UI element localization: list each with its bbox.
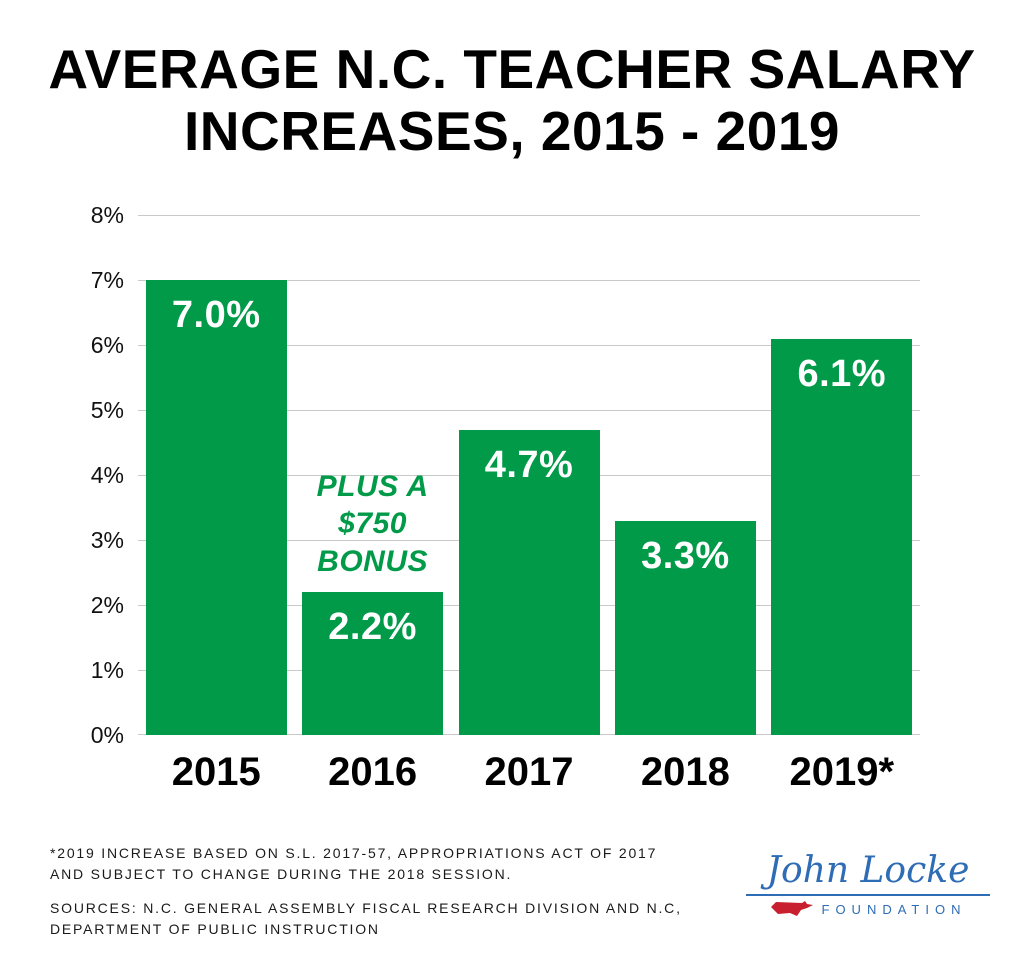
- y-tick-2%: 2%: [90, 592, 124, 618]
- chart-title-line1: AVERAGE N.C. TEACHER SALARY: [48, 38, 976, 100]
- gridline-6%: [138, 345, 920, 346]
- chart-title-line2: INCREASES, 2015 - 2019: [183, 100, 841, 163]
- x-label-2016: 2016: [328, 750, 418, 794]
- x-axis-labels: 2015 2016 2017 2018 2019*: [138, 750, 920, 806]
- footnote-sources: SOURCES: N.C. GENERAL ASSEMBLY FISCAL RE…: [50, 900, 682, 937]
- y-tick-1%: 1%: [90, 657, 124, 683]
- y-axis-tick-labels: 8% 7% 6% 5% 4% 3% 2% 1% 0%: [0, 202, 124, 748]
- logo-subtitle-row: FOUNDATION: [742, 901, 994, 917]
- bar-value-label: 3.3%: [641, 534, 730, 577]
- bonus-annotation: PLUS A $750 BONUS: [253, 468, 493, 581]
- john-locke-foundation-logo: John Locke FOUNDATION: [742, 850, 994, 917]
- gridline-7%: [138, 280, 920, 281]
- y-tick-4%: 4%: [90, 462, 124, 488]
- y-tick-8%: 8%: [90, 202, 124, 228]
- bonus-annotation-line: PLUS A: [316, 469, 429, 503]
- footnote-2019-note: *2019 INCREASE BASED ON S.L. 2017-57, AP…: [50, 845, 658, 882]
- x-label-2018: 2018: [640, 750, 730, 794]
- footnotes: *2019 INCREASE BASED ON S.L. 2017-57, AP…: [50, 843, 690, 953]
- logo-divider-line: [746, 894, 990, 896]
- y-tick-7%: 7%: [90, 267, 124, 293]
- plot-area: 7.0% 2.2% 4.7% 3.3% 6.1% PLUS A $750 BONUS: [138, 215, 920, 735]
- bar-value-label: 4.7%: [484, 443, 574, 486]
- y-tick-3%: 3%: [90, 527, 124, 553]
- bar-value-label: 2.2%: [328, 606, 417, 648]
- x-label-2015: 2015: [171, 750, 261, 794]
- x-label-2019: 2019*: [789, 750, 895, 794]
- bonus-annotation-line: $750: [338, 507, 407, 540]
- y-tick-5%: 5%: [90, 397, 124, 423]
- x-label-2017: 2017: [484, 750, 574, 794]
- bar-value-label: 6.1%: [797, 352, 887, 395]
- bar-2018: 3.3%: [614, 520, 756, 735]
- logo-wordmark: John Locke: [766, 850, 970, 891]
- gridline-5%: [138, 410, 920, 411]
- chart-title: AVERAGE N.C. TEACHER SALARY INCREASES, 2…: [0, 38, 1024, 162]
- bar-2019: 6.1%: [771, 338, 913, 735]
- gridline-8%: [138, 215, 920, 216]
- north-carolina-state-icon: [770, 901, 813, 916]
- y-tick-6%: 6%: [90, 332, 124, 358]
- bar-value-label: 7.0%: [171, 294, 261, 336]
- logo-subtitle: FOUNDATION: [821, 901, 967, 917]
- y-tick-0%: 0%: [90, 722, 124, 748]
- bar-2017: 4.7%: [458, 429, 600, 735]
- bar-2016: 2.2%: [302, 592, 444, 735]
- bonus-annotation-line: BONUS: [317, 544, 429, 578]
- bar-2015: 7.0%: [145, 280, 287, 735]
